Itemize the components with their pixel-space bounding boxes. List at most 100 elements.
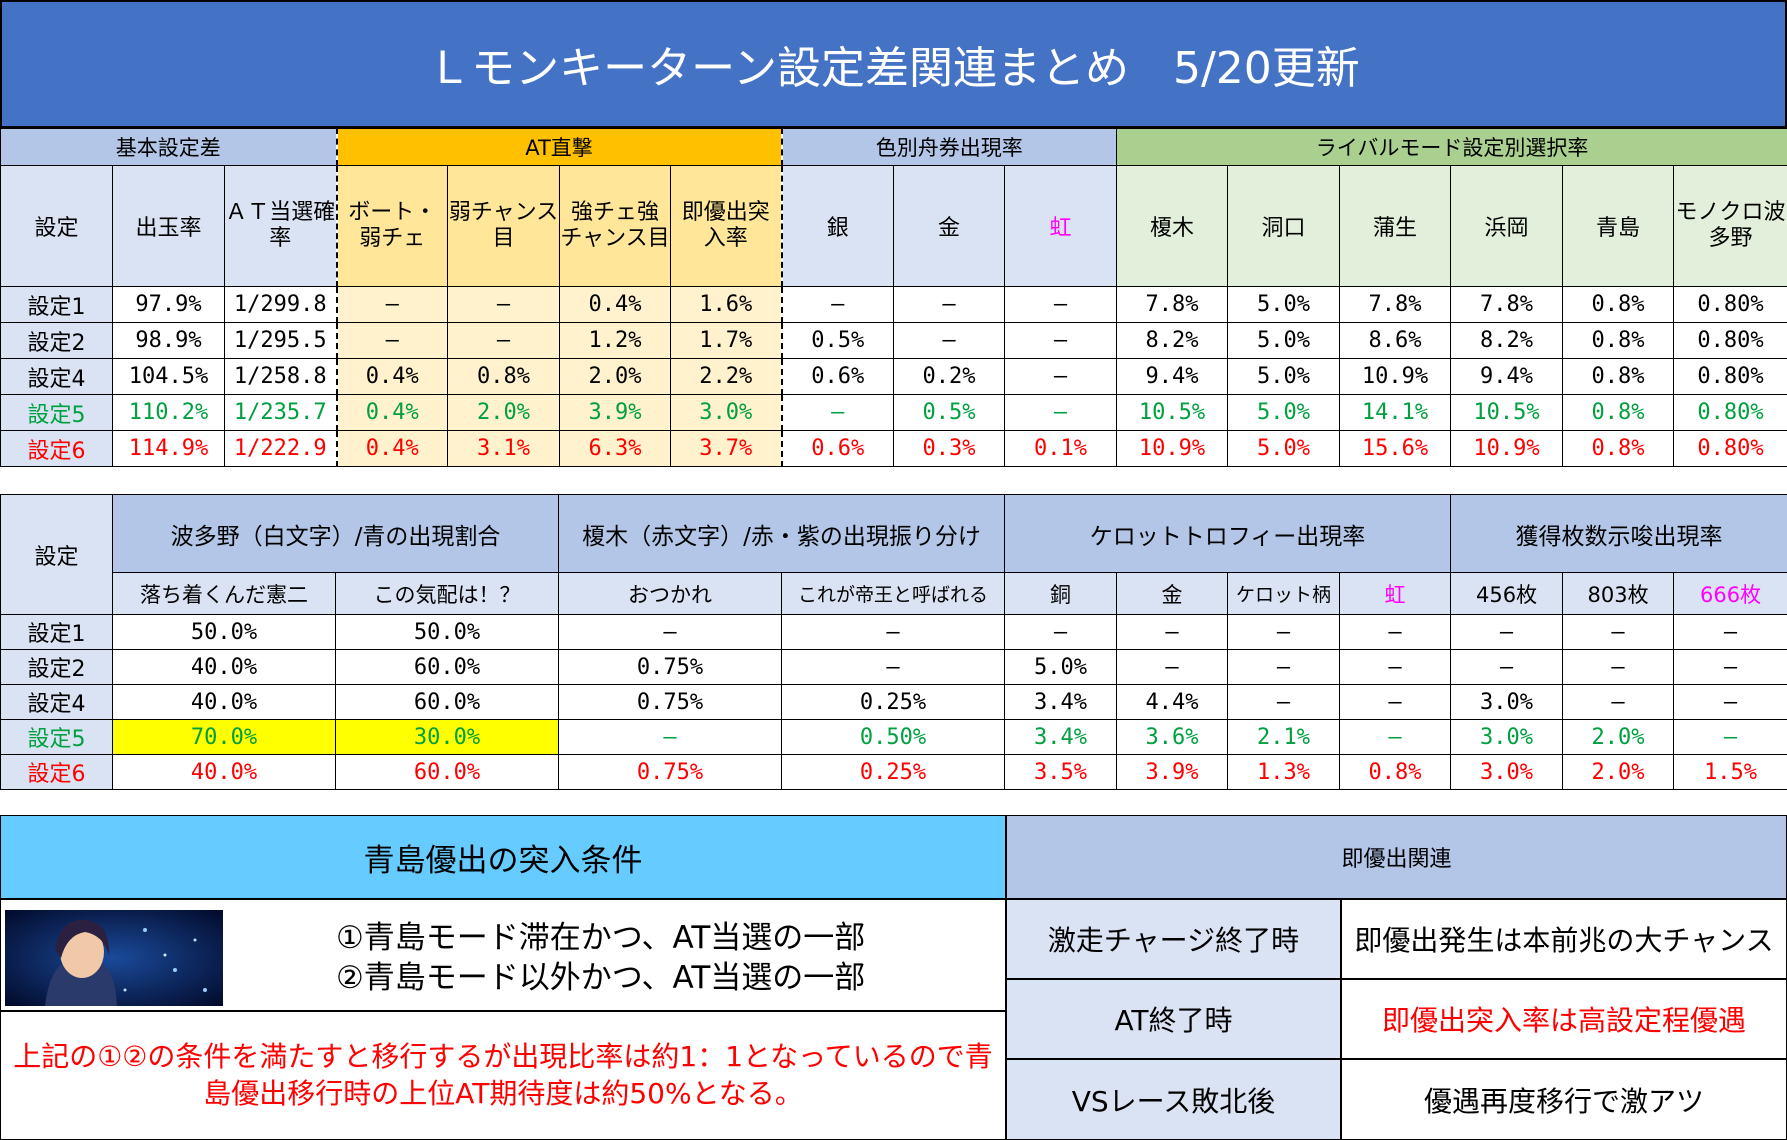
table-cell: –	[1004, 286, 1118, 323]
table-cell: 104.5%	[112, 358, 225, 395]
sokuyu-value-at-end: 即優出突入率は高設定程優遇	[1341, 979, 1787, 1059]
table-cell: 30.0%	[335, 719, 559, 755]
table-cell: 3.6%	[1116, 719, 1228, 755]
table-cell: 0.50%	[781, 719, 1005, 755]
group-enoki: 榎木（赤文字）/赤・紫の出現振り分け	[558, 494, 1005, 573]
sokuyu-value-charge: 即優出発生は本前兆の大チャンス	[1341, 899, 1787, 979]
setting-diff-table: 基本設定差 AT直撃 色別舟券出現率 ライバルモード設定別選択率 設定 出玉率 …	[0, 128, 1787, 467]
table-cell: 3.7%	[669, 430, 783, 467]
sub-col-header: 虹	[1338, 572, 1452, 615]
table-cell: 1/295.5	[224, 322, 337, 359]
sub-col-header: この気配は！？	[335, 572, 559, 615]
table-cell: 4.4%	[1116, 684, 1228, 720]
table-cell: –	[1562, 684, 1675, 720]
table-cell: 15.6%	[1339, 430, 1452, 467]
table-cell: 1.2%	[559, 322, 671, 359]
table-cell: 97.9%	[112, 286, 225, 323]
table-row: 設定2 98.9% 1/295.5– –1.2% 1.7% 0.5% – –8.2% 5.0% 8…	[0, 322, 1787, 359]
table-cell: –	[781, 286, 895, 323]
table-cell: 8.2%	[1450, 322, 1564, 359]
col-strong-chance: 強チェ強チャンス目	[559, 165, 671, 287]
table-cell: 2.0%	[1562, 754, 1675, 790]
table-cell: 5.0%	[1227, 358, 1341, 395]
table-cell: 3.1%	[447, 430, 560, 467]
table-row: 設定6 40.0% 60.0% 0.75% 0.25% 3.5% 3.9% 1.3% 0.8% 3…	[0, 754, 1787, 790]
row-label: 設定4	[0, 684, 113, 720]
table-cell: 8.6%	[1339, 322, 1452, 359]
table-cell: –	[1004, 614, 1117, 650]
table-cell: 0.4%	[335, 394, 448, 431]
table-cell: 1.5%	[1673, 754, 1787, 790]
table-cell: 2.2%	[669, 358, 783, 395]
table-cell: 1/299.8	[224, 286, 337, 323]
table-row: 設定6 114.9% 1/222.9 0.4% 3.1% 6.3% 3.7% 0.6% 0.3%…	[0, 430, 1787, 467]
row-label: 設定4	[0, 358, 113, 395]
table-cell: 1.3%	[1227, 754, 1340, 790]
table-cell: 60.0%	[335, 684, 559, 720]
table-cell: –	[1338, 719, 1452, 755]
row-label: 設定6	[0, 754, 113, 790]
table-cell: 0.4%	[335, 358, 448, 395]
table-cell: 0.8%	[1562, 394, 1675, 431]
table-cell: –	[781, 649, 1005, 685]
table-cell: –	[1673, 719, 1787, 755]
table-cell: 5.0%	[1227, 394, 1341, 431]
table-cell: 60.0%	[335, 754, 559, 790]
table-cell: 0.4%	[559, 286, 671, 323]
col-enoki: 榎木	[1116, 165, 1229, 287]
table-cell: 0.5%	[893, 394, 1006, 431]
table-cell: 0.80%	[1673, 322, 1787, 359]
table-cell: 3.0%	[1450, 684, 1564, 720]
sub-col-header: 456枚	[1450, 572, 1564, 615]
condition-2: ②青島モード以外かつ、AT当選の一部	[336, 960, 866, 996]
table-cell: –	[1004, 358, 1118, 395]
row-label: 設定1	[0, 286, 113, 323]
table-cell: 0.75%	[558, 684, 782, 720]
table-cell: –	[447, 286, 560, 323]
group-rival: ライバルモード設定別選択率	[1116, 128, 1787, 166]
table-cell: 3.0%	[669, 394, 783, 431]
table-cell: 0.8%	[1338, 754, 1452, 790]
table-cell: –	[1673, 614, 1787, 650]
sokuyu-label-at-end: AT終了時	[1006, 979, 1341, 1059]
table-cell: 110.2%	[112, 394, 225, 431]
sub-col-header: 803枚	[1562, 572, 1675, 615]
table-cell: –	[1562, 614, 1675, 650]
table-cell: 5.0%	[1227, 286, 1341, 323]
table-cell: 10.9%	[1116, 430, 1229, 467]
table-cell: 10.5%	[1450, 394, 1564, 431]
sub-col-header: おつかれ	[558, 572, 782, 615]
table-cell: 0.5%	[781, 322, 895, 359]
table-row: 設定5 70.0% 30.0% –0.50% 3.4% 3.6% 2.1% –3.0% 2.0%…	[0, 719, 1787, 755]
sub-col-header: 金	[1116, 572, 1228, 615]
table-cell: 5.0%	[1227, 322, 1341, 359]
table-cell: 9.4%	[1116, 358, 1229, 395]
table-cell: 70.0%	[112, 719, 336, 755]
row-label: 設定2	[0, 322, 113, 359]
sokuyu-label-vs-loss: VSレース敗北後	[1006, 1059, 1341, 1140]
table-row: 設定2 40.0% 60.0% 0.75% –5.0% – – – – – –	[0, 649, 1787, 685]
table-cell: 7.8%	[1450, 286, 1564, 323]
table-cell: 8.2%	[1116, 322, 1229, 359]
table-cell: –	[1673, 649, 1787, 685]
table-cell: 10.5%	[1116, 394, 1229, 431]
col-monochrome-hatano: モノクロ波多野	[1673, 165, 1787, 287]
table-cell: –	[1450, 614, 1564, 650]
sokuyu-label-charge: 激走チャージ終了時	[1006, 899, 1341, 979]
group-kerotto: ケロットトロフィー出現率	[1003, 494, 1452, 573]
col-gamou: 蒲生	[1339, 165, 1452, 287]
col-rainbow: 虹	[1004, 165, 1118, 287]
table-cell: 0.80%	[1673, 286, 1787, 323]
table-cell: 7.8%	[1339, 286, 1452, 323]
table-cell: –	[781, 614, 1005, 650]
col-sokuyu: 即優出突入率	[669, 165, 783, 287]
col-setting: 設定	[0, 165, 113, 287]
table-cell: –	[1338, 614, 1452, 650]
table-cell: 0.8%	[1562, 286, 1675, 323]
table-cell: 3.9%	[1116, 754, 1228, 790]
table-cell: 0.8%	[1562, 358, 1675, 395]
sub-col-header: ケロット柄	[1227, 572, 1340, 615]
table-cell: 98.9%	[112, 322, 225, 359]
table-cell: 0.80%	[1673, 394, 1787, 431]
